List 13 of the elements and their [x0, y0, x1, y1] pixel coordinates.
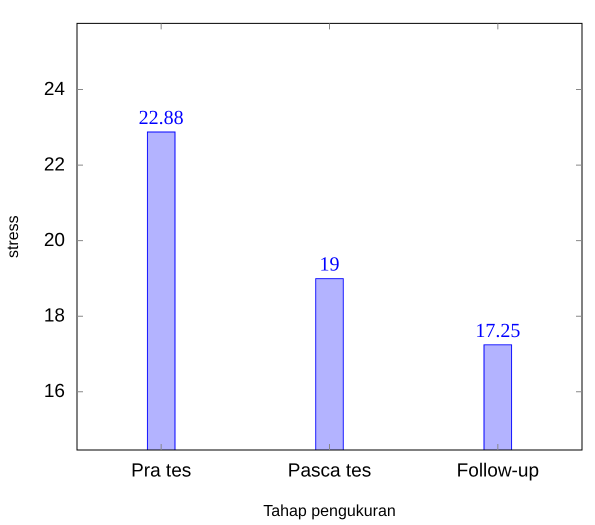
x-tick-label: Pra tes [131, 460, 192, 482]
data-label: 17.25 [475, 320, 520, 342]
x-tick-label: Pasca tes [288, 460, 372, 482]
x-tick-label: Follow-up [456, 460, 540, 482]
data-label: 19 [320, 254, 340, 276]
y-tick-label: 24 [44, 78, 66, 100]
y-axis-title: stress [5, 215, 22, 258]
x-axis-title: Tahap pengukuran [263, 502, 396, 520]
y-tick-label: 18 [44, 305, 65, 326]
y-tick-label: 22 [44, 154, 65, 176]
y-tick-label: 16 [44, 381, 65, 402]
data-label: 22.88 [138, 107, 184, 130]
y-tick-label: 20 [44, 230, 65, 251]
